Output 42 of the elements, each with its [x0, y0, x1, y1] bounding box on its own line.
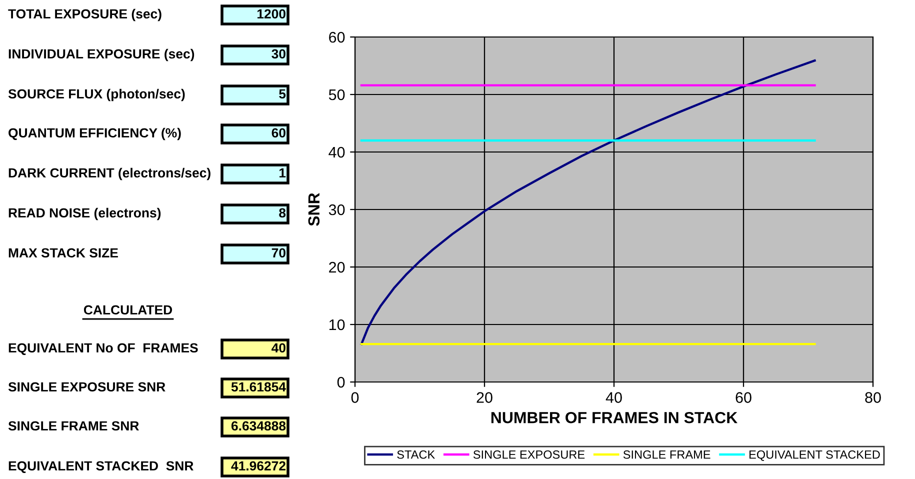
text: MAX STACK SIZE: [8, 248, 118, 258]
x-tick-label: 40: [606, 392, 622, 403]
y-tick-label: 60: [329, 32, 345, 43]
y-tick-label: 30: [328, 204, 345, 216]
text: 60: [272, 128, 286, 138]
text: EQUIVALENT STACKED SNR: [8, 461, 194, 474]
text: 6.634888: [231, 421, 286, 431]
text: SINGLE FRAME SNR: [8, 421, 139, 431]
y-tick-label: 0: [337, 376, 345, 388]
text: READ NOISE (electrons): [8, 208, 161, 220]
legend-label: SINGLE EXPOSURE: [473, 450, 585, 459]
y-tick-label: 10: [329, 319, 345, 330]
text: 41.96272: [231, 461, 286, 471]
legend-label: EQUIVALENT STACKED: [750, 450, 880, 461]
y-tick-label: 20: [329, 262, 345, 273]
text: CALCULATED: [84, 305, 172, 315]
text: 30: [272, 49, 286, 59]
x-tick-label: 80: [865, 392, 881, 403]
text: DARK CURRENT (electrons/sec): [8, 168, 210, 180]
line-series: [360, 59, 816, 346]
x-tick-label: 0: [351, 392, 359, 403]
x-tick-label: 60: [736, 392, 752, 403]
y-axis-title: SNR: [308, 192, 320, 226]
x-axis-title: NUMBER OF FRAMES IN STACK: [491, 412, 738, 424]
text: INDIVIDUAL EXPOSURE (sec): [8, 48, 194, 62]
legend-label: STACK: [397, 450, 435, 459]
text: 5: [279, 89, 286, 99]
text: QUANTUM EFFICIENCY (%): [8, 128, 181, 140]
text: 70: [272, 248, 286, 258]
source-note: SOURCE FLUX (photon/sec): [8, 88, 185, 102]
text: 40: [272, 343, 286, 353]
x-tick-label: 20: [476, 392, 492, 403]
text: TOTAL EXPOSURE (sec): [8, 8, 162, 22]
text: 1200: [257, 9, 286, 19]
y-tick-label: 50: [328, 89, 345, 100]
text: EQUIVALENT No OF FRAMES: [8, 343, 198, 356]
y-tick-label: 40: [328, 146, 345, 158]
text: 51.61854: [231, 382, 286, 392]
text: 1: [279, 168, 286, 178]
text: SINGLE EXPOSURE SNR: [8, 382, 166, 392]
legend-label: SINGLE FRAME: [623, 450, 710, 459]
text: 8: [279, 208, 286, 218]
